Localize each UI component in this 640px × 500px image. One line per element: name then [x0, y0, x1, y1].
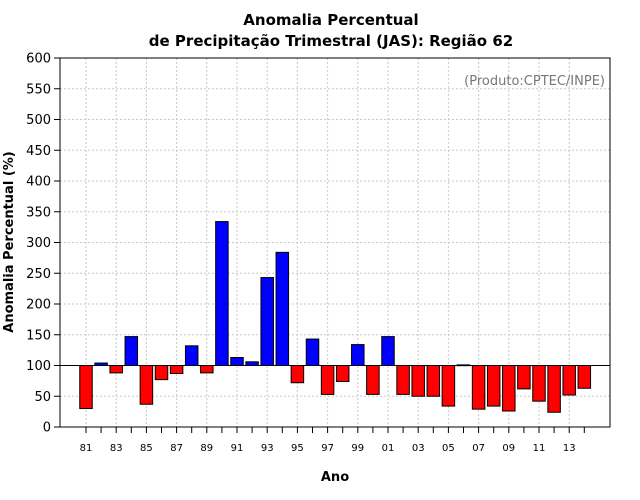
bar-02 [396, 365, 410, 395]
y-tick-label: 450 [26, 144, 51, 159]
bar-12 [547, 365, 561, 413]
x-tick-label: 91 [231, 443, 244, 454]
y-tick-label: 250 [26, 267, 51, 282]
y-axis-label: Anomalia Percentual (%) [2, 151, 17, 332]
y-tick-label: 500 [26, 113, 51, 128]
y-tick-label: 150 [26, 328, 51, 343]
x-tick-label: 95 [291, 443, 304, 454]
y-tick-label: 0 [43, 421, 51, 436]
y-tick-label: 300 [26, 236, 51, 251]
x-tick-label: 11 [533, 443, 546, 454]
bar-98 [335, 365, 350, 382]
x-tick-label: 97 [321, 443, 334, 454]
bar-99 [351, 344, 365, 366]
y-tick-label: 400 [26, 175, 51, 190]
y-tick-label: 350 [26, 205, 51, 220]
y-tick-label: 200 [26, 298, 51, 313]
bar-94 [275, 251, 290, 366]
x-axis: 81 83 85 87 89 91 93 95 97 99 01 03 05 07 09 11 13 [80, 427, 585, 454]
bar-11 [532, 365, 546, 402]
bar-03 [411, 365, 425, 397]
bar-13 [562, 365, 576, 396]
x-tick-label: 93 [261, 443, 274, 454]
x-tick-label: 85 [140, 443, 153, 454]
bar-90 [215, 221, 229, 366]
bar-97 [320, 365, 335, 395]
bar-09 [502, 365, 516, 412]
y-tick-label: 100 [26, 359, 51, 374]
bar-89 [200, 365, 214, 374]
grid-lines [60, 58, 610, 427]
x-tick-label: 09 [502, 443, 515, 454]
bar-10 [517, 365, 531, 390]
x-tick-label: 07 [472, 443, 485, 454]
bar-91 [230, 357, 244, 366]
watermark-text: (Produto:CPTEC/INPE) [464, 74, 605, 89]
bar-07 [471, 365, 486, 410]
bar-86 [154, 365, 169, 381]
y-tick-label: 600 [26, 52, 51, 67]
x-tick-label: 83 [110, 443, 123, 454]
bar-04 [426, 365, 441, 397]
bar-92 [245, 361, 259, 366]
x-tick-label: 05 [442, 443, 455, 454]
bar-81 [79, 365, 93, 410]
bars [79, 221, 592, 413]
bar-84 [124, 336, 139, 367]
x-tick-label: 87 [170, 443, 183, 454]
bar-96 [305, 338, 320, 366]
x-axis-label: Ano [321, 470, 349, 485]
chart-title-line2: de Precipitação Trimestral (JAS): Região… [149, 32, 513, 50]
bar-83 [109, 365, 123, 374]
bar-93 [260, 277, 274, 366]
x-tick-label: 01 [382, 443, 395, 454]
bar-05 [441, 365, 456, 407]
x-tick-label: 03 [412, 443, 425, 454]
bar-01 [381, 336, 395, 367]
x-tick-label: 13 [563, 443, 576, 454]
bar-87 [169, 365, 184, 374]
bar-95 [290, 365, 305, 384]
chart-title-line1: Anomalia Percentual [243, 11, 418, 29]
bar-14 [577, 365, 592, 389]
y-axis: 0 50 100 150 200 250 300 350 400 450 500 550 600 [26, 52, 60, 436]
bar-00 [366, 365, 380, 395]
y-tick-label: 50 [34, 390, 51, 405]
x-tick-label: 89 [200, 443, 213, 454]
bar-08 [486, 365, 501, 407]
bar-85 [139, 365, 154, 405]
x-tick-label: 99 [351, 443, 364, 454]
bar-88 [184, 345, 199, 367]
x-tick-label: 81 [80, 443, 93, 454]
y-tick-label: 550 [26, 82, 51, 97]
